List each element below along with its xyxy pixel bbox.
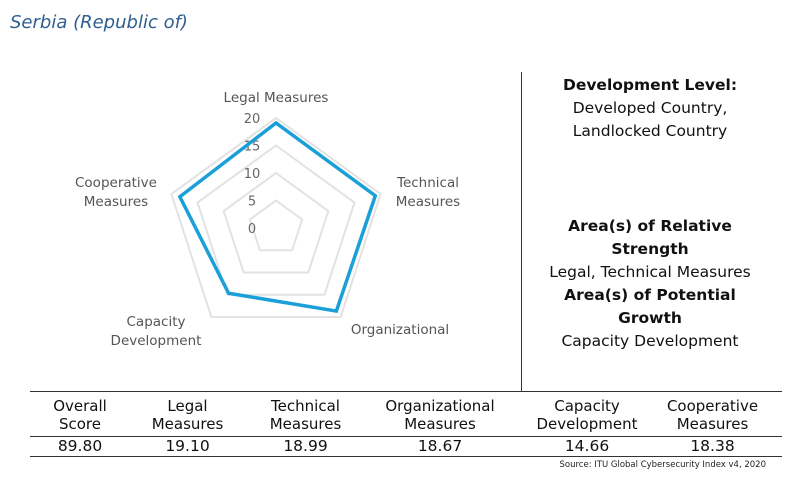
vertical-divider	[521, 72, 522, 392]
header-line: Measures	[151, 415, 224, 433]
table-header-capacity: Capacity Development	[522, 397, 652, 433]
development-level-line1: Developed Country,	[572, 99, 728, 117]
axis-label: Technical	[396, 175, 459, 191]
axis-label: Development	[111, 333, 202, 349]
header-line: Legal	[167, 397, 208, 415]
table-bottom-border	[30, 456, 782, 457]
page-title: Serbia (Republic of)	[10, 12, 188, 33]
tick-label: 0	[248, 222, 256, 237]
development-level-section: Development Level: Developed Country, La…	[540, 74, 760, 143]
table-header-divider	[30, 436, 782, 437]
table-header-overall: Overall Score	[30, 397, 130, 433]
header-line: Overall	[53, 397, 107, 415]
areas-section: Area(s) of Relative Strength Legal, Tech…	[540, 215, 760, 353]
source-note: Source: ITU Global Cybersecurity Index v…	[559, 460, 767, 470]
table-value-capacity: 14.66	[564, 437, 610, 455]
axis-label: Measures	[396, 194, 460, 210]
development-level-heading: Development Level:	[562, 76, 738, 94]
header-line: Organizational	[385, 397, 495, 415]
strength-value: Legal, Technical Measures	[549, 263, 751, 281]
grid-ring	[196, 144, 356, 296]
axis-label: Organizational	[351, 322, 449, 338]
tick-label: 20	[244, 112, 261, 127]
header-line: Measures	[269, 415, 342, 433]
growth-value: Capacity Development	[561, 332, 739, 350]
table-value-overall: 89.80	[57, 437, 103, 455]
table-header-technical: Technical Measures	[248, 397, 363, 433]
header-line: Measures	[404, 415, 476, 433]
grid-ring	[170, 116, 382, 318]
table-header-organizational: Organizational Measures	[370, 397, 510, 433]
table-top-border	[30, 391, 782, 392]
table-value-legal: 19.10	[165, 437, 210, 455]
header-line: Measures	[676, 415, 749, 433]
header-line: Technical	[271, 397, 340, 415]
tick-label: 10	[244, 167, 261, 182]
growth-heading: Area(s) of Potential Growth	[564, 286, 736, 327]
table-value-cooperative: 18.38	[690, 437, 735, 455]
axis-label: Measures	[84, 194, 148, 210]
development-level-line2: Landlocked Country	[572, 122, 728, 140]
grid-ring	[248, 199, 304, 252]
header-line: Development	[536, 415, 638, 433]
header-line: Score	[58, 415, 101, 433]
grid-ring	[222, 171, 330, 274]
series-line	[177, 120, 378, 314]
axis-label: Legal Measures	[224, 90, 329, 106]
axis-label: Capacity	[127, 314, 186, 330]
table-header-legal: Legal Measures	[135, 397, 240, 433]
header-line: Capacity	[554, 397, 620, 415]
table-value-organizational: 18.67	[417, 437, 463, 455]
header-line: Cooperative	[666, 397, 759, 415]
axis-label: Cooperative	[75, 175, 157, 191]
table-header-cooperative: Cooperative Measures	[655, 397, 770, 433]
strength-heading: Area(s) of Relative Strength	[568, 217, 732, 258]
table-value-technical: 18.99	[283, 437, 328, 455]
tick-label: 5	[248, 195, 256, 210]
